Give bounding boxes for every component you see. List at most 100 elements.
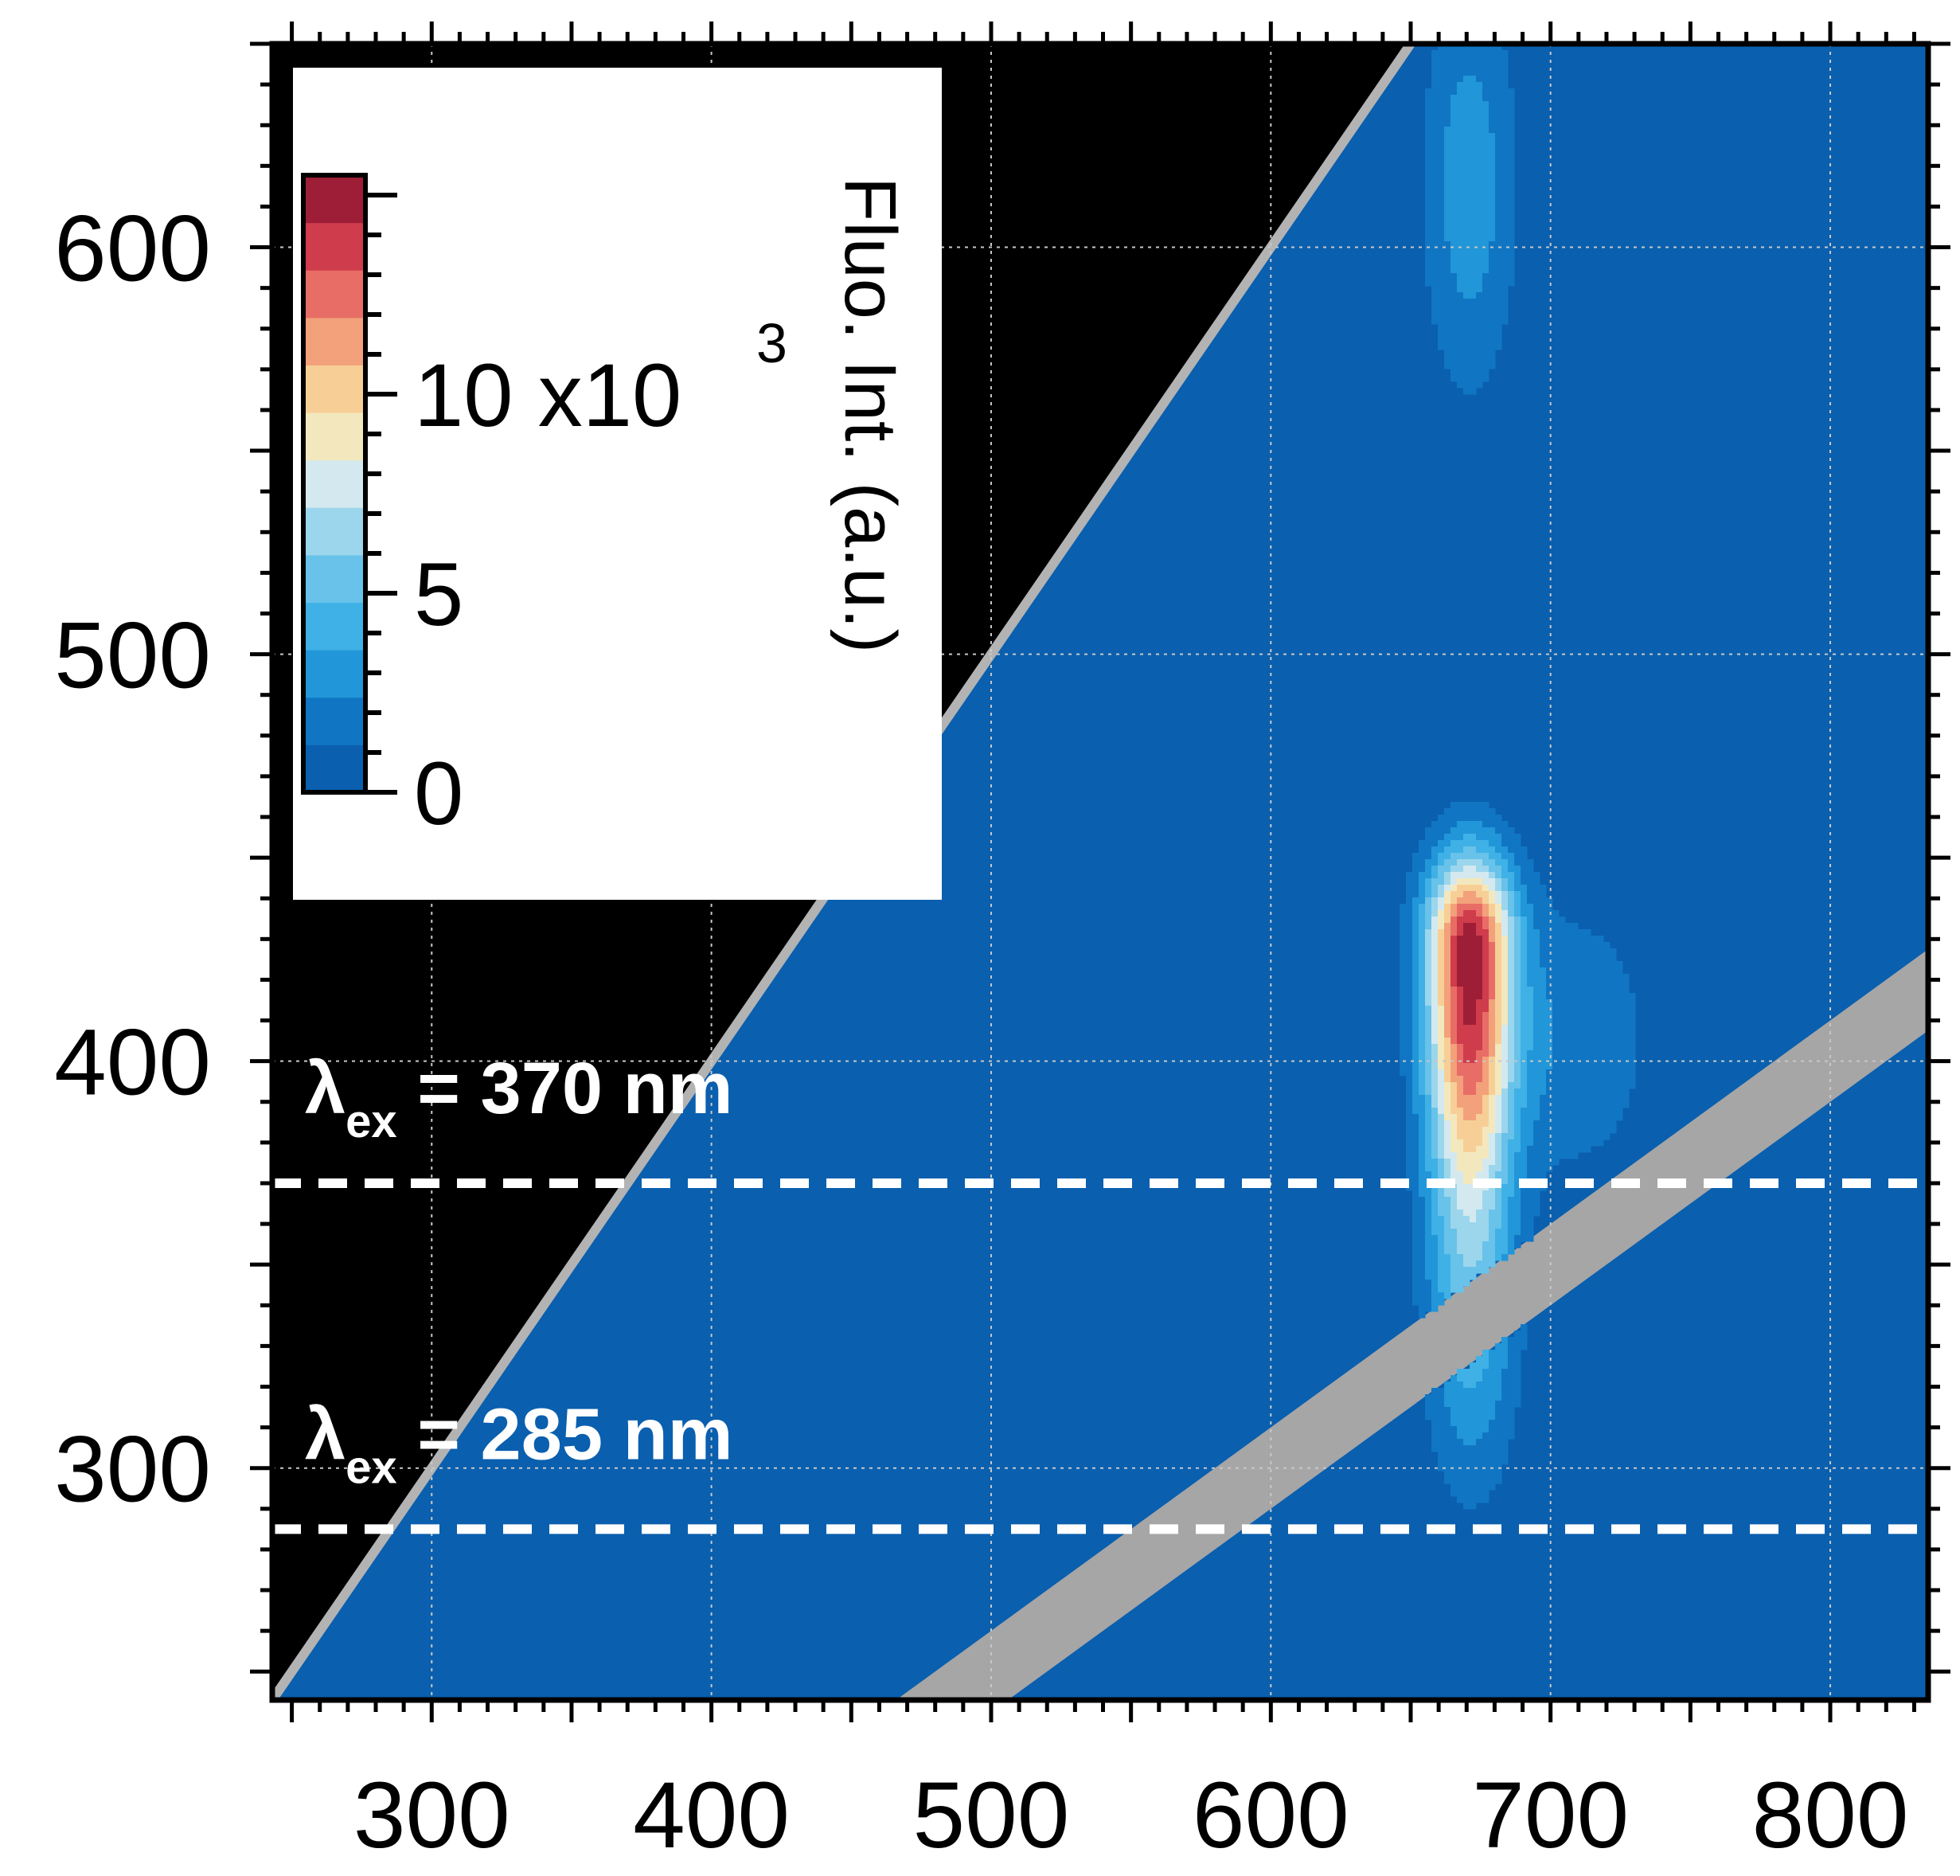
contour-cell — [1559, 1082, 1566, 1089]
contour-cell — [1584, 1025, 1591, 1032]
contour-cell — [1508, 1025, 1515, 1032]
contour-cell — [1406, 942, 1413, 949]
contour-cell — [1501, 203, 1509, 210]
contour-cell — [1470, 1038, 1477, 1045]
contour-cell — [1463, 1496, 1470, 1503]
contour-cell — [1470, 1439, 1477, 1446]
contour-cell — [1444, 904, 1451, 911]
contour-cell — [1470, 120, 1477, 127]
contour-cell — [1412, 999, 1419, 1006]
contour-cell — [1425, 917, 1432, 924]
contour-cell — [1470, 203, 1477, 210]
contour-cell — [1406, 974, 1413, 981]
contour-cell — [1514, 1159, 1521, 1166]
contour-cell — [1470, 1445, 1477, 1452]
contour-cell — [1476, 50, 1483, 57]
contour-cell — [1425, 229, 1432, 236]
contour-cell — [1470, 827, 1477, 834]
contour-cell — [1457, 1152, 1464, 1159]
contour-cell — [1610, 1095, 1617, 1102]
contour-cell — [1495, 1420, 1502, 1427]
contour-cell — [1527, 1050, 1534, 1057]
contour-cell — [1540, 980, 1547, 987]
contour-cell — [1470, 1273, 1477, 1280]
contour-cell — [1527, 1069, 1534, 1077]
contour-cell — [1495, 190, 1502, 197]
contour-cell — [1450, 993, 1458, 1000]
contour-cell — [1412, 1063, 1419, 1070]
contour-cell — [1463, 381, 1470, 389]
contour-cell — [1572, 974, 1579, 981]
contour-cell — [1419, 980, 1426, 987]
contour-cell — [1425, 203, 1432, 210]
contour-cell — [1559, 1152, 1566, 1159]
contour-cell — [1584, 1114, 1591, 1121]
contour-cell — [1463, 904, 1470, 911]
contour-cell — [1444, 305, 1451, 312]
contour-cell — [1495, 1343, 1502, 1350]
contour-cell — [1501, 1101, 1509, 1108]
contour-cell — [1470, 388, 1477, 395]
contour-cell — [1572, 1025, 1579, 1032]
contour-cell — [1444, 948, 1451, 956]
contour-cell — [1622, 1101, 1630, 1108]
contour-cell — [1482, 993, 1490, 1000]
contour-cell — [1463, 999, 1470, 1006]
contour-cell — [1431, 840, 1439, 847]
contour-cell — [1603, 1108, 1611, 1115]
contour-cell — [1450, 1432, 1458, 1440]
contour-cell — [1489, 1471, 1496, 1478]
contour-cell — [1470, 1031, 1477, 1038]
contour-cell — [1412, 1216, 1419, 1223]
contour-cell — [1431, 1299, 1439, 1306]
contour-cell — [1457, 1375, 1464, 1382]
contour-cell — [1457, 1248, 1464, 1255]
excitation-label-symbol: λ — [305, 1048, 346, 1129]
contour-cell — [1508, 1337, 1515, 1344]
contour-cell — [1425, 241, 1432, 248]
contour-cell — [1444, 299, 1451, 306]
contour-cell — [1501, 254, 1509, 261]
contour-cell — [1540, 1038, 1547, 1045]
contour-cell — [1431, 1120, 1439, 1128]
contour-cell — [1457, 917, 1464, 924]
contour-cell — [1463, 1452, 1470, 1459]
contour-cell — [1438, 987, 1445, 994]
contour-cell — [1495, 1356, 1502, 1363]
contour-cell — [1622, 1076, 1630, 1083]
contour-cell — [1450, 1057, 1458, 1064]
contour-cell — [1584, 1063, 1591, 1070]
contour-cell — [1597, 1076, 1604, 1083]
contour-cell — [1476, 1432, 1483, 1440]
contour-cell — [1540, 936, 1547, 943]
contour-cell — [1489, 1050, 1496, 1057]
contour-cell — [1546, 948, 1553, 956]
contour-cell — [1584, 1057, 1591, 1064]
contour-cell — [1482, 1267, 1490, 1274]
contour-cell — [1610, 967, 1617, 975]
contour-cell — [1406, 1114, 1413, 1121]
contour-cell — [1412, 1076, 1419, 1083]
contour-cell — [1489, 1388, 1496, 1395]
contour-cell — [1444, 936, 1451, 943]
contour-cell — [1431, 1152, 1439, 1159]
contour-cell — [1457, 1190, 1464, 1198]
contour-cell — [1457, 834, 1464, 841]
contour-cell — [1431, 114, 1439, 121]
contour-cell — [1610, 1127, 1617, 1134]
contour-cell — [1412, 1095, 1419, 1102]
contour-cell — [1514, 1369, 1521, 1376]
contour-cell — [1457, 165, 1464, 172]
contour-cell — [1457, 273, 1464, 280]
contour-cell — [1489, 1439, 1496, 1446]
contour-cell — [1572, 929, 1579, 936]
contour-cell — [1457, 101, 1464, 108]
contour-cell — [1406, 1108, 1413, 1115]
contour-cell — [1540, 955, 1547, 962]
contour-cell — [1527, 891, 1534, 898]
contour-cell — [1457, 229, 1464, 236]
contour-cell — [1527, 1101, 1534, 1108]
contour-cell — [1629, 1025, 1636, 1032]
contour-cell — [1470, 356, 1477, 363]
contour-cell — [1438, 165, 1445, 172]
